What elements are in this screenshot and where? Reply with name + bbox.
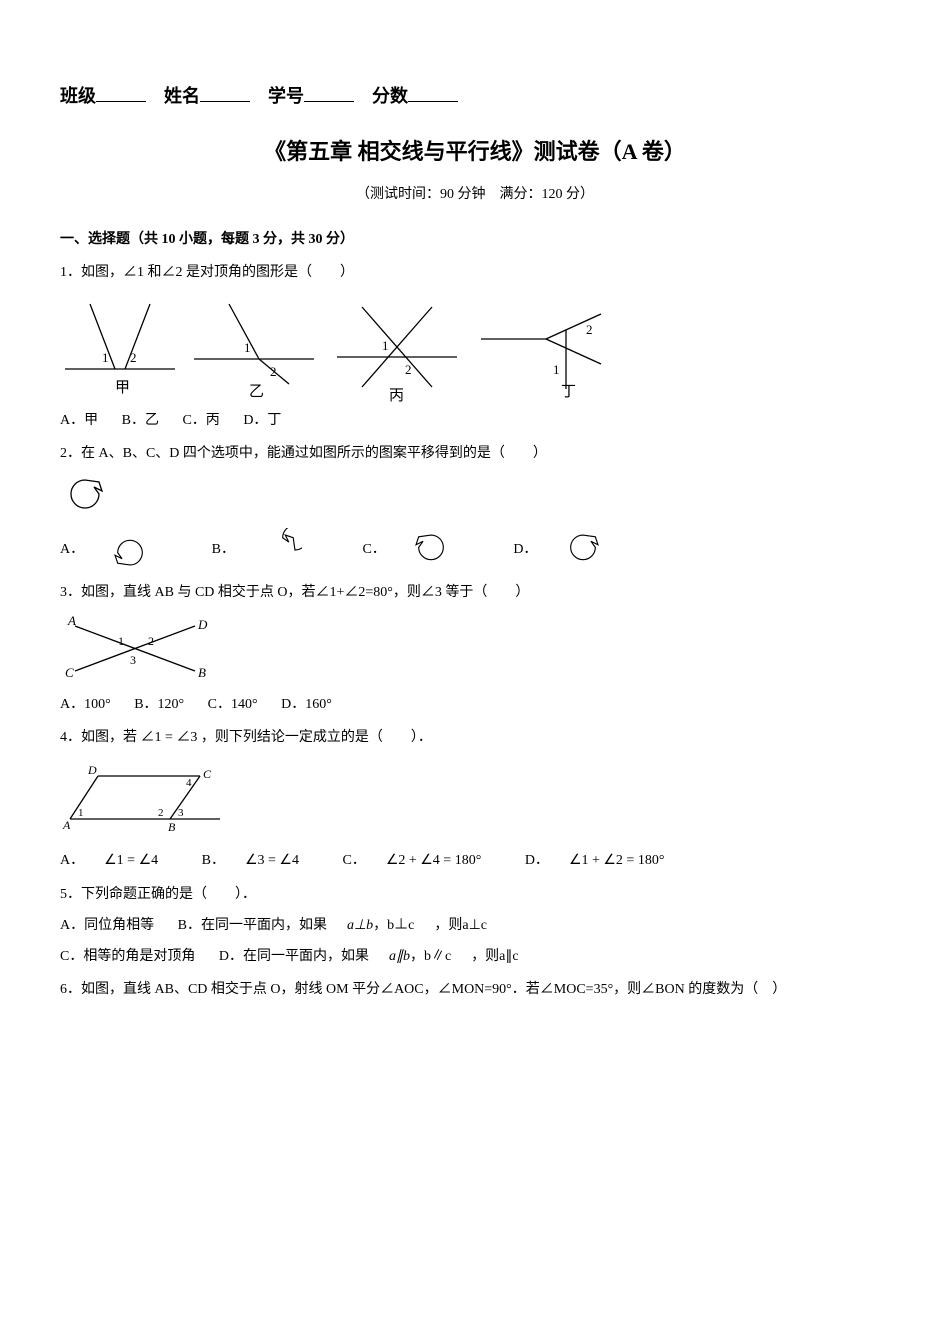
q2-opt-b: B． (212, 528, 303, 572)
q4-opt-a: A．∠1 = ∠4 (60, 853, 178, 868)
svg-text:D: D (197, 617, 208, 632)
svg-text:B: B (198, 665, 206, 680)
q2-shape-a (108, 528, 152, 572)
q1-fig-ding: 2 1 丁 (471, 294, 621, 399)
name-blank (200, 83, 250, 102)
svg-text:乙: 乙 (249, 384, 264, 399)
class-blank (96, 83, 146, 102)
q2-shape-b (258, 528, 302, 572)
q5-opt-a: A．同位角相等 (60, 918, 154, 933)
svg-text:C: C (65, 665, 74, 680)
paper-title: 《第五章 相交线与平行线》测试卷（A 卷） (60, 132, 890, 172)
q3-opt-a: A．100° (60, 697, 111, 712)
svg-text:甲: 甲 (115, 380, 130, 396)
svg-text:A: A (67, 613, 76, 628)
svg-text:B: B (168, 820, 176, 834)
q2-stem-figure (60, 472, 890, 522)
svg-text:D: D (87, 764, 97, 777)
paper-subtitle: （测试时间：90 分钟 满分：120 分） (60, 182, 890, 207)
q2-opt-d: D． (513, 528, 605, 572)
svg-text:1: 1 (102, 350, 109, 365)
question-1: 1．如图，∠1 和∠2 是对顶角的图形是（ ） 1 2 甲 1 2 乙 (60, 260, 890, 432)
q1-opt-c: C．丙 (182, 413, 219, 428)
q1-fig-yi: 1 2 乙 (184, 294, 324, 399)
q3-opt-b: B．120° (134, 697, 184, 712)
question-4: 4．如图，若 ∠1 = ∠3 ，则下列结论一定成立的是（ ）． D C A B … (60, 725, 890, 873)
q6-text: 6．如图，直线 AB、CD 相交于点 O，射线 OM 平分∠AOC，∠MON=9… (60, 977, 890, 1002)
q1-opt-a: A．甲 (60, 413, 98, 428)
q2-shape-c (409, 528, 453, 572)
q1-text: 1．如图，∠1 和∠2 是对顶角的图形是（ ） (60, 260, 890, 285)
svg-text:1: 1 (244, 340, 251, 355)
class-label: 班级 (60, 86, 96, 106)
score-label: 分数 (372, 86, 408, 106)
svg-text:2: 2 (405, 362, 412, 377)
q2-stem-shape (60, 472, 110, 522)
q1-opt-b: B．乙 (122, 413, 159, 428)
question-5: 5．下列命题正确的是（ ）． A．同位角相等 B．在同一平面内，如果a⊥b，b⊥… (60, 882, 890, 970)
name-label: 姓名 (164, 86, 200, 106)
exam-header: 班级 姓名 学号 分数 (60, 80, 890, 112)
q4-opt-c: C．∠2 + ∠4 = 180° (342, 853, 501, 868)
q4-diagram: D C A B 1 2 3 4 (60, 764, 240, 834)
svg-text:2: 2 (270, 364, 277, 379)
question-3: 3．如图，直线 AB 与 CD 相交于点 O，若∠1+∠2=80°，则∠3 等于… (60, 580, 890, 717)
q1-fig-jia: 1 2 甲 (60, 294, 180, 399)
svg-text:1: 1 (553, 362, 560, 377)
q5-opt-b: B．在同一平面内，如果a⊥b，b⊥c，则a⊥c (178, 918, 507, 933)
svg-text:3: 3 (178, 807, 184, 819)
q3-opt-c: C．140° (208, 697, 258, 712)
q3-figure: A D C B 1 2 3 (60, 611, 890, 686)
q2-shape-d (561, 528, 605, 572)
q5-options-row1: A．同位角相等 B．在同一平面内，如果a⊥b，b⊥c，则a⊥c (60, 913, 890, 938)
q2-options: A． B． C． D． (60, 528, 890, 572)
q2-text: 2．在 A、B、C、D 四个选项中，能通过如图所示的图案平移得到的是（ ） (60, 441, 890, 466)
q2-opt-c: C． (362, 528, 453, 572)
q4-figure: D C A B 1 2 3 4 (60, 764, 890, 834)
section-1-header: 一、选择题（共 10 小题，每题 3 分，共 30 分） (60, 227, 890, 252)
svg-text:丙: 丙 (389, 388, 404, 402)
svg-text:1: 1 (118, 634, 124, 648)
score-blank (408, 83, 458, 102)
svg-text:4: 4 (186, 777, 192, 789)
q1-opt-d: D．丁 (243, 413, 281, 428)
question-2: 2．在 A、B、C、D 四个选项中，能通过如图所示的图案平移得到的是（ ） A．… (60, 441, 890, 572)
id-blank (304, 83, 354, 102)
question-6: 6．如图，直线 AB、CD 相交于点 O，射线 OM 平分∠AOC，∠MON=9… (60, 977, 890, 1002)
q5-text: 5．下列命题正确的是（ ）． (60, 882, 890, 907)
q1-options: A．甲 B．乙 C．丙 D．丁 (60, 408, 890, 433)
svg-text:2: 2 (586, 322, 593, 337)
svg-text:丁: 丁 (561, 384, 576, 399)
svg-text:A: A (62, 818, 71, 832)
id-label: 学号 (268, 86, 304, 106)
q3-options: A．100° B．120° C．140° D．160° (60, 692, 890, 717)
svg-text:2: 2 (148, 634, 154, 648)
q5-options-row2: C．相等的角是对顶角 D．在同一平面内，如果a∥b，b∥c，则a∥c (60, 944, 890, 969)
q3-diagram: A D C B 1 2 3 (60, 611, 210, 686)
q3-text: 3．如图，直线 AB 与 CD 相交于点 O，若∠1+∠2=80°，则∠3 等于… (60, 580, 890, 605)
q1-fig-bing: 1 2 丙 (327, 292, 467, 402)
q5-opt-d: D．在同一平面内，如果a∥b，b∥c，则a∥c (219, 949, 539, 964)
q2-opt-a: A． (60, 528, 152, 572)
q5-opt-c: C．相等的角是对顶角 (60, 949, 195, 964)
q3-opt-d: D．160° (281, 697, 332, 712)
q1-figures: 1 2 甲 1 2 乙 1 2 丙 (60, 292, 890, 402)
svg-text:1: 1 (78, 807, 84, 819)
q4-options: A．∠1 = ∠4 B．∠3 = ∠4 C．∠2 + ∠4 = 180° D．∠… (60, 848, 890, 873)
svg-text:3: 3 (130, 653, 136, 667)
svg-text:C: C (203, 767, 212, 781)
q4-text: 4．如图，若 ∠1 = ∠3 ，则下列结论一定成立的是（ ）． (60, 725, 890, 750)
q4-opt-b: B．∠3 = ∠4 (202, 853, 319, 868)
q4-eq: ∠1 = ∠3 (141, 730, 198, 745)
svg-text:1: 1 (382, 338, 389, 353)
svg-text:2: 2 (130, 350, 137, 365)
svg-text:2: 2 (158, 807, 164, 819)
q4-opt-d: D．∠1 + ∠2 = 180° (525, 853, 685, 868)
